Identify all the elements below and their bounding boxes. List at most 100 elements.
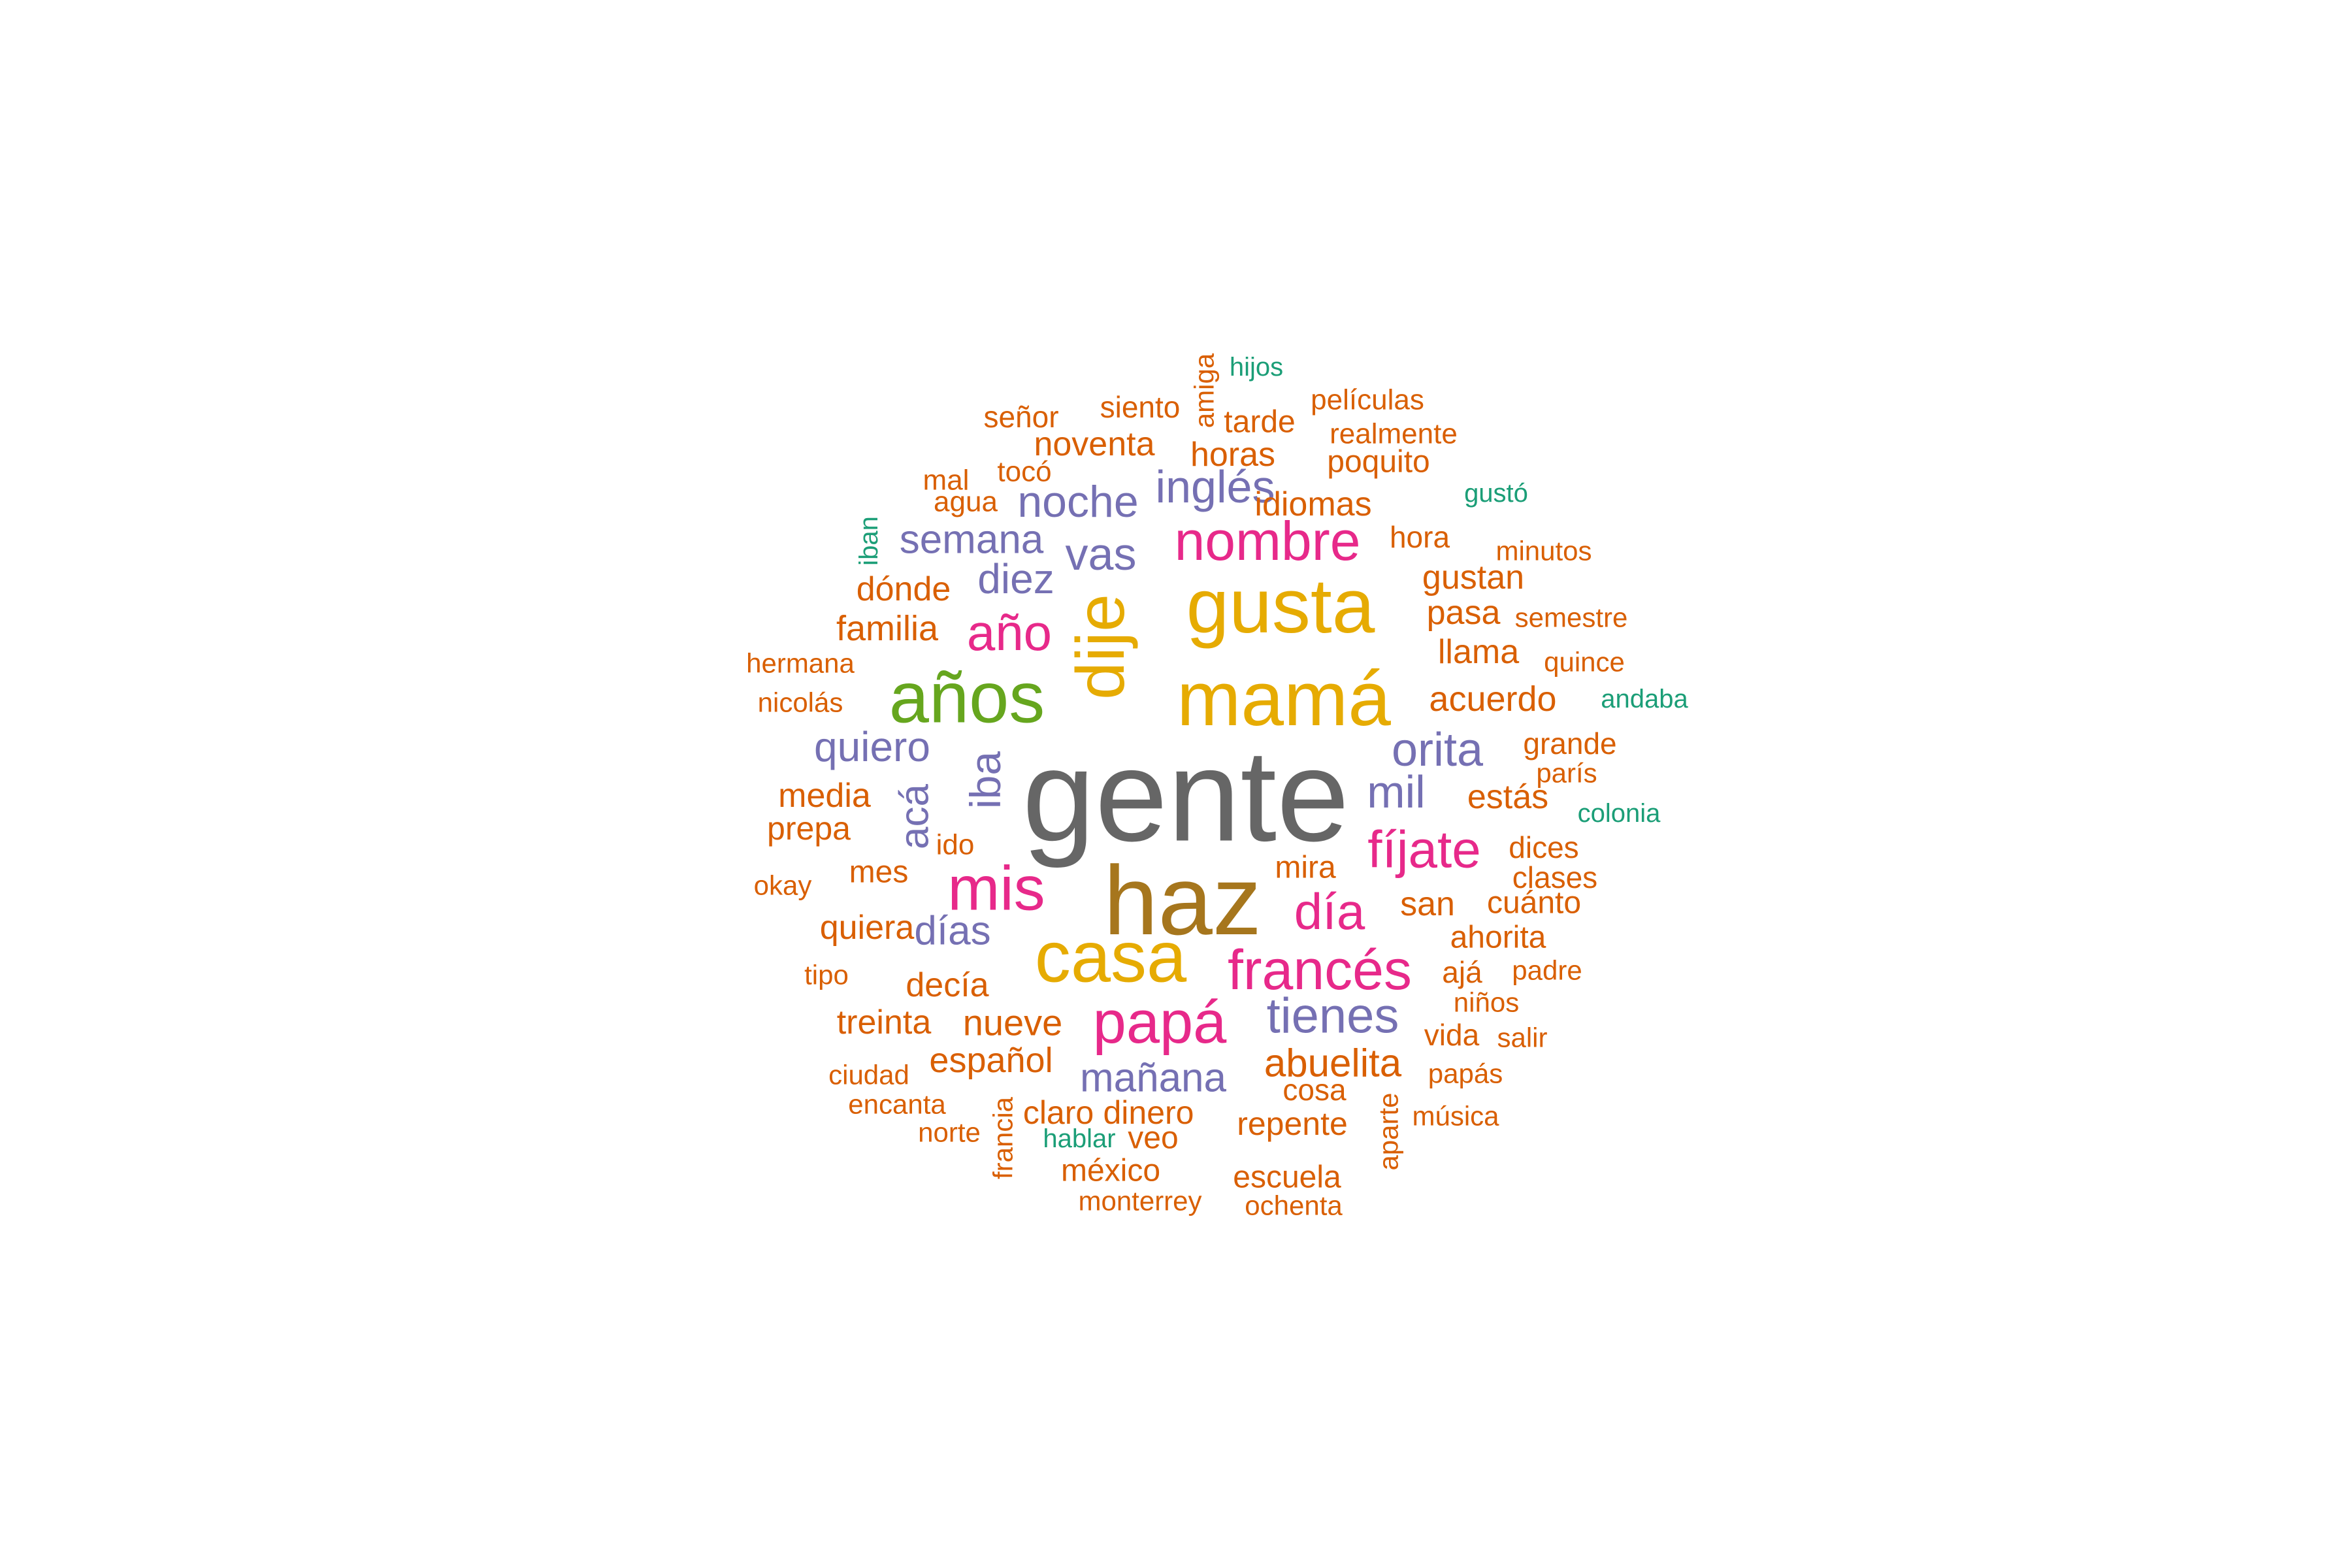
word-6: dije	[1063, 594, 1139, 700]
word-38: gustan	[1422, 559, 1524, 596]
word-99: iban	[855, 516, 883, 566]
word-98: hablar	[1043, 1124, 1115, 1153]
word-39: media	[778, 777, 871, 815]
word-31: acuerdo	[1429, 679, 1556, 719]
word-43: decía	[906, 966, 988, 1004]
word-13: día	[1294, 883, 1365, 940]
word-60: escuela	[1233, 1160, 1341, 1195]
word-96: andaba	[1601, 685, 1688, 713]
word-58: ajá	[1442, 955, 1482, 989]
word-1: haz	[1103, 845, 1262, 955]
word-47: repente	[1237, 1105, 1348, 1142]
word-0: gente	[1022, 723, 1350, 869]
word-30: familia	[836, 609, 939, 648]
word-22: diez	[977, 555, 1054, 602]
word-24: días	[914, 909, 990, 954]
word-7: papá	[1093, 989, 1227, 1056]
word-25: iba	[961, 751, 1009, 809]
word-65: siento	[1100, 390, 1181, 424]
word-42: quiera	[820, 909, 915, 947]
word-45: claro	[1023, 1094, 1094, 1131]
word-26: acá	[892, 784, 938, 849]
word-17: noche	[1017, 477, 1138, 527]
word-32: idiomas	[1254, 485, 1371, 523]
word-44: treinta	[837, 1004, 932, 1041]
word-40: estás	[1467, 778, 1548, 816]
word-75: hermana	[746, 648, 855, 679]
word-84: ochenta	[1245, 1190, 1343, 1221]
word-14: tienes	[1267, 988, 1399, 1044]
word-93: aparte	[1373, 1092, 1404, 1170]
word-35: dónde	[857, 570, 951, 608]
word-57: vida	[1424, 1018, 1480, 1052]
word-21: semana	[900, 517, 1044, 563]
word-4: casa	[1035, 917, 1187, 998]
word-95: gustó	[1464, 479, 1528, 508]
word-23: mañana	[1080, 1056, 1227, 1101]
word-33: noventa	[1034, 425, 1154, 463]
word-88: niños	[1454, 987, 1519, 1018]
word-55: clases	[1512, 860, 1597, 894]
word-34: horas	[1190, 436, 1275, 474]
word-70: películas	[1311, 384, 1424, 416]
word-92: francia	[988, 1096, 1019, 1179]
word-36: llama	[1438, 633, 1519, 671]
word-69: mal	[923, 465, 970, 497]
word-10: nombre	[1175, 510, 1361, 572]
word-78: tipo	[804, 960, 849, 990]
word-56: cosa	[1282, 1073, 1347, 1107]
word-63: poquito	[1327, 445, 1429, 480]
word-54: grande	[1523, 727, 1616, 760]
word-79: ido	[936, 829, 975, 861]
word-28: nueve	[963, 1002, 1063, 1043]
word-20: quiero	[814, 723, 930, 770]
word-71: realmente	[1330, 418, 1458, 450]
word-77: okay	[754, 870, 812, 901]
word-27: abuelita	[1264, 1041, 1402, 1085]
word-97: colonia	[1578, 799, 1661, 828]
word-83: monterrey	[1078, 1186, 1201, 1217]
word-9: mis	[947, 854, 1045, 924]
word-85: música	[1412, 1101, 1499, 1132]
word-90: parís	[1536, 758, 1597, 789]
word-29: español	[929, 1041, 1053, 1080]
word-89: padre	[1512, 955, 1582, 986]
word-19: mil	[1367, 766, 1425, 817]
word-37: pasa	[1427, 594, 1501, 632]
word-80: ciudad	[828, 1060, 909, 1090]
word-16: inglés	[1156, 461, 1275, 512]
word-48: prepa	[767, 810, 851, 847]
word-72: minutos	[1495, 536, 1592, 566]
word-62: hora	[1390, 520, 1450, 554]
word-82: norte	[918, 1117, 981, 1148]
word-49: mes	[849, 855, 909, 890]
word-68: agua	[934, 486, 998, 518]
word-5: años	[889, 658, 1045, 738]
word-86: papás	[1428, 1058, 1503, 1089]
word-87: salir	[1497, 1022, 1547, 1053]
word-73: semestre	[1515, 602, 1628, 633]
word-2: mamá	[1177, 656, 1391, 742]
word-64: tarde	[1224, 405, 1295, 440]
word-67: tocó	[997, 456, 1051, 488]
word-8: francés	[1228, 939, 1412, 1002]
word-53: dices	[1509, 830, 1578, 864]
word-50: mira	[1275, 851, 1336, 885]
word-66: señor	[983, 400, 1058, 434]
word-3: gusta	[1186, 563, 1375, 649]
word-46: dinero	[1103, 1094, 1194, 1131]
word-12: año	[967, 604, 1052, 661]
word-61: veo	[1128, 1121, 1178, 1156]
word-11: fíjate	[1367, 821, 1480, 879]
word-52: cuánto	[1487, 886, 1581, 921]
word-18: vas	[1066, 529, 1137, 580]
word-59: méxico	[1061, 1154, 1160, 1188]
word-91: amiga	[1189, 353, 1220, 428]
word-94: hijos	[1230, 353, 1283, 382]
word-15: orita	[1392, 724, 1484, 776]
word-81: encanta	[848, 1089, 946, 1120]
word-41: san	[1400, 885, 1455, 923]
word-76: nicolás	[758, 687, 843, 718]
